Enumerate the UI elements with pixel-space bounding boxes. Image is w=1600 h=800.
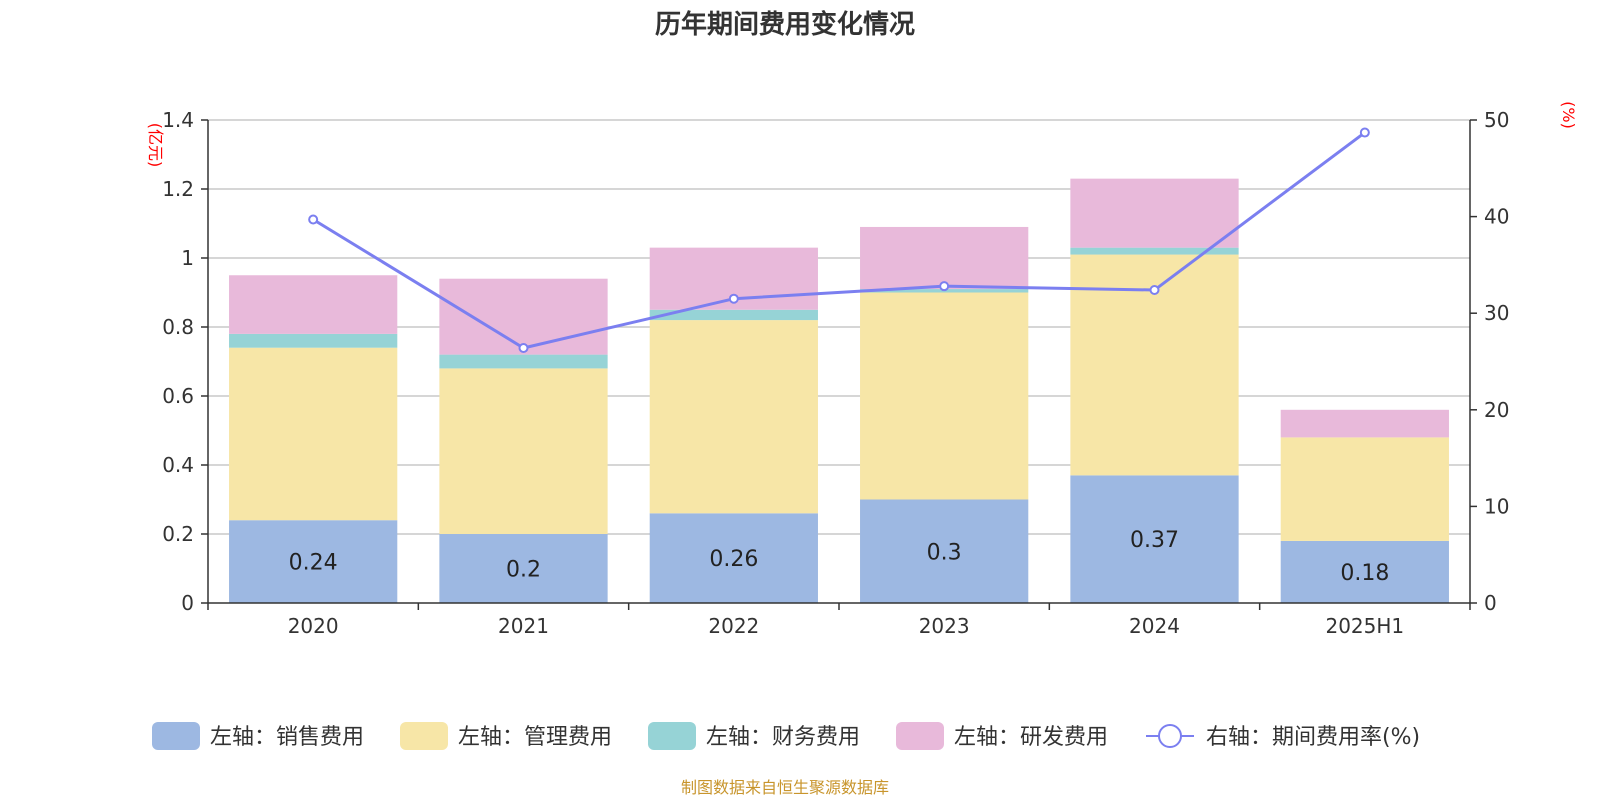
legend-swatch <box>400 722 448 750</box>
bar-segment <box>649 513 818 603</box>
right-axis-tick-label: 0 <box>1484 591 1497 615</box>
left-axis-tick-label: 1.2 <box>162 177 194 201</box>
bar-segment <box>229 333 398 348</box>
bar-segment <box>1280 540 1449 603</box>
bar-segment <box>439 368 608 534</box>
right-axis-unit: (%) <box>1559 101 1578 129</box>
bar-segment <box>439 534 608 603</box>
x-axis-tick-label: 2020 <box>288 614 339 638</box>
rate-line-point <box>1149 285 1160 296</box>
bar-segment <box>1280 409 1449 438</box>
legend-label: 右轴：期间费用率(%) <box>1206 725 1420 750</box>
right-axis-tick-label: 30 <box>1484 301 1509 325</box>
bar-segment <box>1280 437 1449 541</box>
bar-segment <box>649 309 818 321</box>
left-axis-tick-label: 0.8 <box>162 315 194 339</box>
x-axis-tick-label: 2025H1 <box>1325 614 1404 638</box>
bar-value-label: 0.26 <box>709 547 758 572</box>
legend-label: 左轴：财务费用 <box>706 725 860 750</box>
legend-swatch <box>896 722 944 750</box>
bar-segment <box>1070 178 1239 248</box>
bar-value-label: 0.37 <box>1130 528 1179 553</box>
bar-value-labels: 0.24 0.2 0.26 0.3 0.37 0.18 <box>289 528 1390 586</box>
x-axis-tick-label: 2021 <box>498 614 549 638</box>
axes: 0 0.2 0.4 0.6 0.8 1 1.2 1.4 0 10 20 30 40 50 2020 2021 2… <box>162 108 1509 638</box>
rate-line-point <box>518 342 529 353</box>
legend-label: 左轴：管理费用 <box>458 725 612 750</box>
bar-value-label: 0.2 <box>506 558 541 583</box>
legend-swatch <box>152 722 200 750</box>
x-axis-tick-label: 2024 <box>1129 614 1180 638</box>
rate-line-point <box>308 214 319 225</box>
left-axis-tick-label: 0.2 <box>162 522 194 546</box>
bar-segment <box>649 320 818 514</box>
legend: 左轴：销售费用 左轴：管理费用 左轴：财务费用 左轴：研发费用 右轴：期间费用率(%) <box>152 722 1420 750</box>
bar-value-label: 0.3 <box>927 540 962 565</box>
bar-segment <box>860 499 1029 603</box>
legend-line-marker <box>1158 724 1182 748</box>
bar-value-label: 0.18 <box>1340 561 1389 586</box>
bars <box>229 178 1449 603</box>
left-axis-unit: (亿元) <box>146 123 165 168</box>
left-axis-tick-label: 1 <box>181 246 194 270</box>
gridlines <box>208 119 1470 535</box>
bar-segment <box>229 347 398 521</box>
source-note: 制图数据来自恒生聚源数据库 <box>681 778 889 797</box>
bar-segment <box>439 278 608 355</box>
bar-segment <box>439 354 608 369</box>
bar-value-label: 0.24 <box>289 551 338 576</box>
bar-segment <box>229 275 398 334</box>
rate-line-point <box>939 281 950 292</box>
legend-label: 左轴：销售费用 <box>210 725 364 750</box>
left-axis-tick-label: 1.4 <box>162 108 194 132</box>
legend-swatch <box>648 722 696 750</box>
x-axis-tick-label: 2023 <box>919 614 970 638</box>
rate-line-path <box>312 131 1366 350</box>
left-axis-tick-label: 0 <box>181 591 194 615</box>
chart-title: 历年期间费用变化情况 <box>655 9 915 40</box>
bar-segment <box>860 226 1029 290</box>
left-axis-tick-label: 0.6 <box>162 384 194 408</box>
left-axis-tick-label: 0.4 <box>162 453 194 477</box>
rate-line-point <box>728 293 739 304</box>
right-axis-tick-label: 50 <box>1484 108 1509 132</box>
bar-segment <box>1070 247 1239 255</box>
right-axis-tick-label: 20 <box>1484 398 1509 422</box>
bar-segment <box>860 292 1029 500</box>
rate-line <box>308 127 1370 353</box>
right-axis-tick-label: 40 <box>1484 205 1509 229</box>
bar-segment <box>1070 475 1239 603</box>
rate-line-point <box>1359 127 1370 138</box>
x-axis-tick-label: 2022 <box>708 614 759 638</box>
right-axis-tick-label: 10 <box>1484 494 1509 518</box>
legend-label: 左轴：研发费用 <box>954 725 1108 750</box>
bar-segment <box>229 520 398 603</box>
